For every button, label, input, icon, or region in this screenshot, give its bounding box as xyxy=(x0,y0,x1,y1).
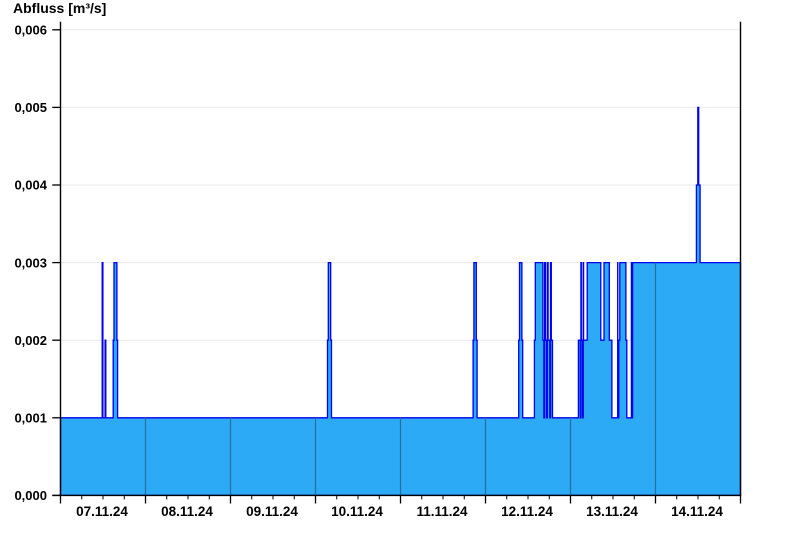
svg-text:0,004: 0,004 xyxy=(14,178,47,193)
svg-text:14.11.24: 14.11.24 xyxy=(671,504,723,519)
svg-text:0,003: 0,003 xyxy=(14,255,47,270)
svg-text:09.11.24: 09.11.24 xyxy=(246,504,298,519)
svg-text:12.11.24: 12.11.24 xyxy=(501,504,553,519)
svg-text:Abfluss [m³/s]: Abfluss [m³/s] xyxy=(13,0,106,16)
svg-text:0,001: 0,001 xyxy=(14,411,47,426)
svg-text:0,005: 0,005 xyxy=(14,100,47,115)
svg-text:08.11.24: 08.11.24 xyxy=(161,504,213,519)
svg-text:0,000: 0,000 xyxy=(14,488,47,503)
svg-text:0,002: 0,002 xyxy=(14,333,47,348)
svg-text:07.11.24: 07.11.24 xyxy=(76,504,128,519)
svg-text:0,006: 0,006 xyxy=(14,23,47,38)
svg-text:10.11.24: 10.11.24 xyxy=(331,504,383,519)
svg-text:11.11.24: 11.11.24 xyxy=(416,504,468,519)
svg-text:13.11.24: 13.11.24 xyxy=(586,504,638,519)
